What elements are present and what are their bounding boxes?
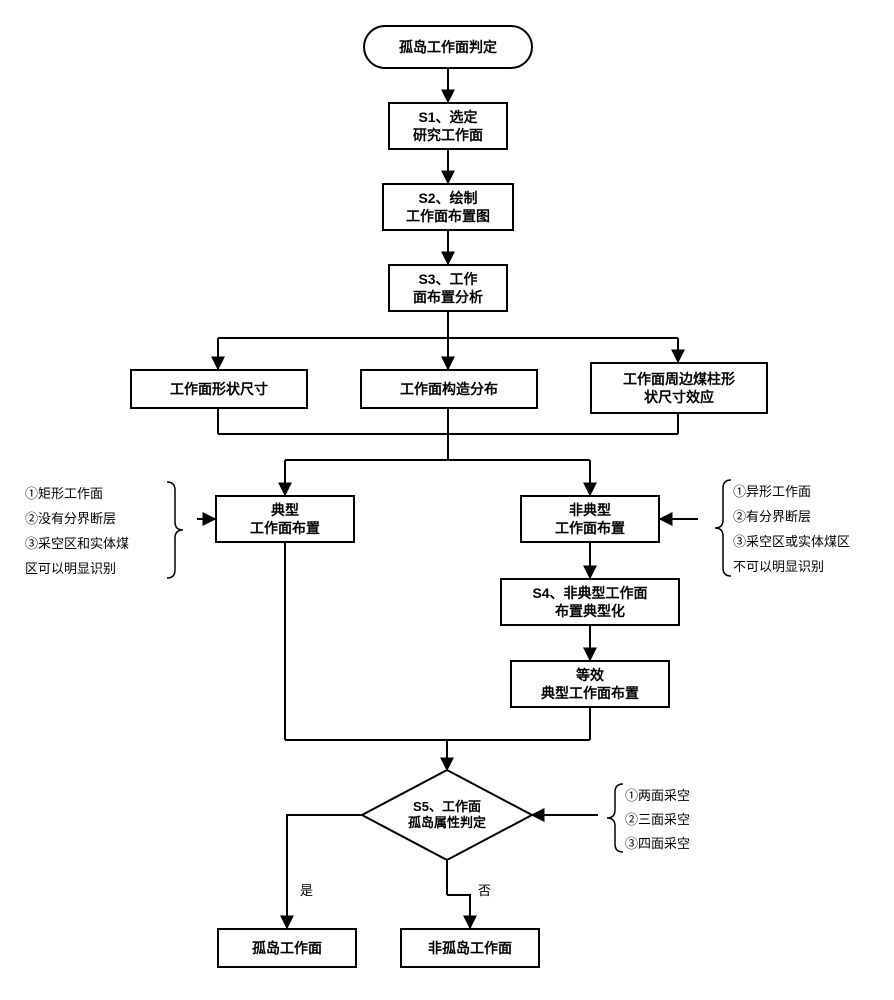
node-text: S2、绘制	[418, 189, 477, 207]
annotation-item: ③四面采空	[625, 832, 735, 853]
node-text: S1、选定	[418, 108, 477, 126]
annotation-item: ①异形工作面	[733, 480, 883, 501]
bracket-icon	[715, 478, 731, 578]
bracket-icon	[607, 782, 623, 854]
node-text: 工作面构造分布	[400, 380, 498, 398]
node-equiv: 等效典型工作面布置	[510, 660, 670, 708]
node-s3: S3、工作面布置分析	[388, 264, 508, 312]
node-text: 工作面布置	[250, 519, 320, 537]
annotation-item: ②没有分界断层	[25, 507, 165, 528]
node-text: S4、非典型工作面	[532, 584, 647, 602]
annotation-right_atypical: ①异形工作面 ②有分界断层 ③采空区或实体煤区不可以明显识别	[733, 478, 883, 578]
node-a2: 工作面构造分布	[360, 369, 538, 409]
node-resNo: 非孤岛工作面	[400, 928, 540, 968]
node-typical: 典型工作面布置	[215, 495, 355, 543]
node-text: 孤岛属性判定	[408, 815, 486, 831]
node-atypical: 非典型工作面布置	[520, 495, 660, 543]
annotation-item: ②有分界断层	[733, 505, 883, 526]
node-text: 等效	[576, 666, 604, 684]
node-resYes: 孤岛工作面	[217, 928, 357, 968]
node-a3: 工作面周边煤柱形状尺寸效应	[590, 362, 768, 414]
node-text: 工作面布置图	[406, 207, 490, 225]
annotation-item: ③采空区或实体煤区	[733, 530, 883, 551]
node-text: S5、工作面	[413, 799, 481, 815]
annotation-left_typical: ①矩形工作面 ②没有分界断层 ③采空区和实体煤区可以明显识别	[25, 480, 165, 580]
node-text: 孤岛工作面	[252, 939, 322, 957]
annotation-item: ②三面采空	[625, 808, 735, 829]
edge-label-yes: 是	[300, 880, 313, 899]
node-text: 孤岛工作面判定	[399, 38, 497, 56]
node-a1: 工作面形状尺寸	[130, 369, 308, 409]
node-text: 布置典型化	[555, 602, 625, 620]
annotation-item: ①两面采空	[625, 784, 735, 805]
annotation-right_s5: ①两面采空 ②三面采空 ③四面采空	[625, 782, 735, 854]
node-text: 工作面布置	[555, 519, 625, 537]
node-text: 状尺寸效应	[644, 388, 714, 406]
node-s4: S4、非典型工作面布置典型化	[500, 578, 680, 626]
node-text: 典型工作面布置	[541, 684, 639, 702]
annotation-item: 不可以明显识别	[733, 555, 883, 576]
annotation-item: 区可以明显识别	[25, 557, 165, 578]
node-text: 面布置分析	[413, 288, 483, 306]
edge-label-no: 否	[478, 880, 491, 899]
node-text: 非典型	[569, 501, 611, 519]
node-text: S3、工作	[418, 270, 477, 288]
annotation-item: ③采空区和实体煤	[25, 532, 165, 553]
node-s5: S5、工作面孤岛属性判定	[362, 770, 532, 860]
bracket-icon	[167, 480, 183, 580]
flowchart-canvas: 孤岛工作面判定S1、选定研究工作面S2、绘制工作面布置图S3、工作面布置分析工作…	[0, 0, 894, 1000]
node-start: 孤岛工作面判定	[363, 25, 533, 69]
annotation-item: ①矩形工作面	[25, 482, 165, 503]
node-s1: S1、选定研究工作面	[388, 102, 508, 150]
node-s2: S2、绘制工作面布置图	[382, 183, 514, 231]
node-text: 工作面周边煤柱形	[623, 370, 735, 388]
edge	[287, 815, 362, 928]
node-text: 研究工作面	[413, 126, 483, 144]
edge	[447, 895, 470, 928]
node-text: 工作面形状尺寸	[170, 380, 268, 398]
node-text: 非孤岛工作面	[428, 939, 512, 957]
node-text: 典型	[271, 501, 299, 519]
